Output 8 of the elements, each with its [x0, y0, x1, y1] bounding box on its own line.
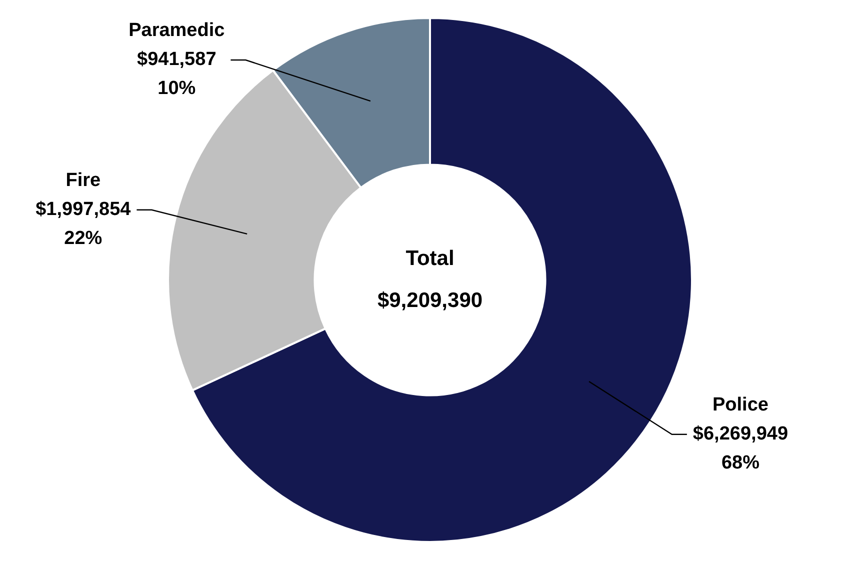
- text: $9,209,390: [377, 288, 483, 312]
- data-label: $6,269,949 68%: [692, 424, 788, 474]
- slice-label: Police: [712, 394, 768, 416]
- slice-label: Paramedic: [128, 20, 226, 42]
- data-label: $1,997,854 22%: [36, 199, 132, 250]
- data-label: $941,587 10%: [137, 49, 216, 100]
- text: Total: [406, 246, 454, 270]
- slice-label: Fire: [66, 170, 101, 192]
